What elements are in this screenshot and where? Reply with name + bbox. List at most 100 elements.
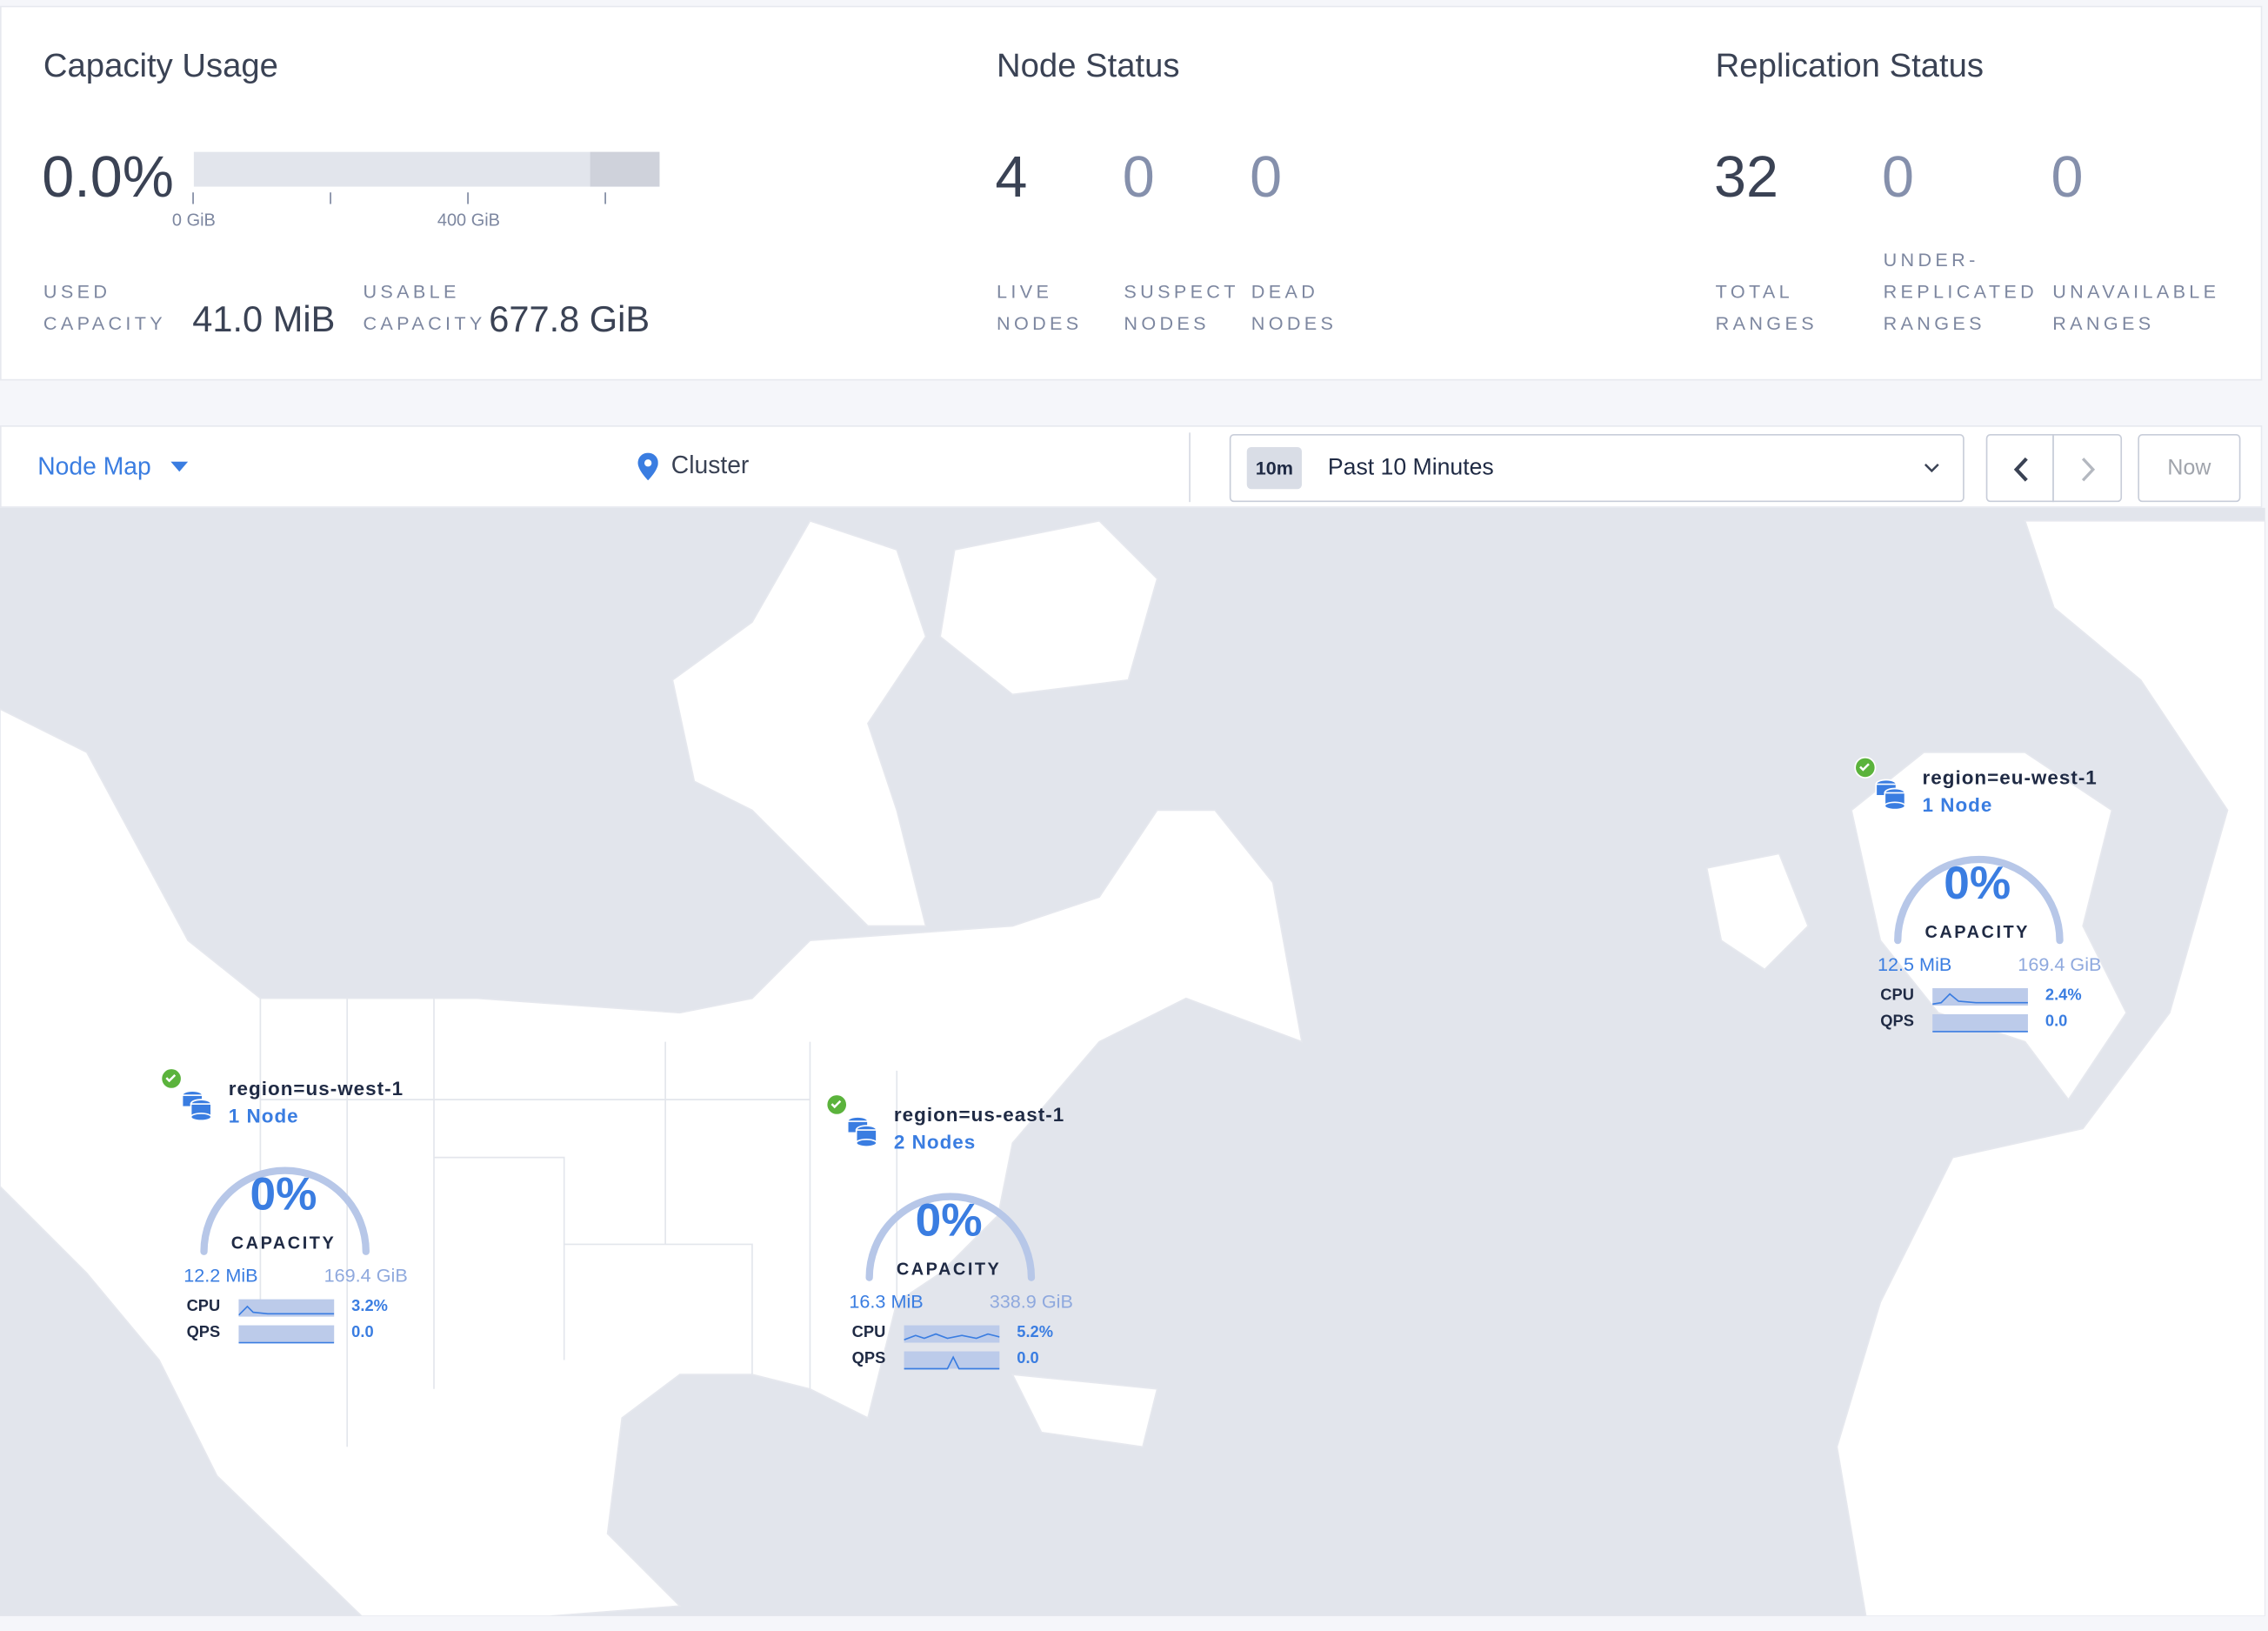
label-line: DEAD — [1251, 280, 1319, 303]
qps-label: QPS — [186, 1323, 221, 1341]
label-line: REPLICATED — [1883, 280, 2038, 303]
breadcrumb[interactable]: Cluster — [637, 451, 749, 480]
used-capacity: 16.3 MiB — [849, 1290, 924, 1313]
now-button[interactable]: Now — [2138, 433, 2241, 503]
bar-tick — [330, 192, 331, 204]
label-line: UNAVAILABLE — [2052, 280, 2220, 303]
label-line: UNDER- — [1883, 249, 1979, 271]
total-capacity: 169.4 GiB — [2018, 953, 2102, 976]
cluster-eu-west-1[interactable]: region=eu-west-1 1 Node 0% CAPACITY 12.5… — [1854, 756, 2125, 1057]
used-capacity: 12.2 MiB — [183, 1264, 258, 1287]
cluster-us-west-1[interactable]: region=us-west-1 1 Node 0% CAPACITY 12.2… — [160, 1067, 430, 1367]
usable-capacity-label: USABLE CAPACITY — [363, 277, 485, 340]
cpu-sparkline — [1932, 988, 2028, 1006]
capacity-title: Capacity Usage — [43, 46, 278, 84]
qps-label: QPS — [851, 1349, 886, 1367]
bar-tick — [192, 192, 194, 204]
bar-tick — [604, 192, 606, 204]
chevron-left-icon — [2013, 457, 2028, 482]
cpu-value: 2.4% — [2045, 986, 2082, 1005]
view-select-dropdown[interactable]: Node Map — [37, 453, 189, 482]
next-button[interactable] — [2052, 433, 2123, 503]
chevron-down-icon — [1924, 464, 1939, 473]
capacity-gauge — [865, 1193, 1036, 1281]
used-capacity: 12.5 MiB — [1877, 953, 1952, 976]
label-line: SUSPECT — [1124, 280, 1239, 303]
under-replicated-label: UNDER- REPLICATED RANGES — [1884, 244, 2038, 340]
capacity-percent: 0% — [915, 1193, 983, 1247]
chevron-right-icon — [2081, 458, 2096, 482]
cpu-sparkline — [237, 1299, 335, 1317]
dead-nodes-label: DEAD NODES — [1251, 277, 1337, 340]
used-capacity-value: 41.0 MiB — [192, 299, 336, 340]
total-capacity: 169.4 GiB — [324, 1264, 408, 1287]
total-ranges-label: TOTAL RANGES — [1716, 277, 1818, 340]
node-map[interactable]: region=us-west-1 1 Node 0% CAPACITY 12.2… — [0, 507, 2265, 1616]
location-pin-icon — [637, 451, 658, 480]
bar-tick-label: 0 GiB — [171, 210, 216, 231]
replication-status-title: Replication Status — [1715, 46, 1984, 84]
map-toolbar: Node Map Cluster 10m Past 10 Minutes Now — [0, 425, 2263, 508]
qps-label: QPS — [1880, 1013, 1914, 1031]
capacity-label: CAPACITY — [230, 1233, 337, 1253]
cpu-label: CPU — [186, 1297, 221, 1315]
time-range-label: Past 10 Minutes — [1327, 455, 1494, 481]
label-line: NODES — [1124, 312, 1210, 335]
label-line: USABLE — [363, 280, 460, 303]
time-badge: 10m — [1246, 446, 1302, 490]
cpu-sparkline — [904, 1325, 1000, 1343]
view-select-label: Node Map — [37, 452, 151, 481]
cluster-name: region=eu-west-1 — [1922, 766, 2098, 789]
qps-value: 0.0 — [2045, 1013, 2068, 1031]
caret-down-icon — [170, 461, 189, 472]
toolbar-divider — [1189, 432, 1191, 503]
label-line: TOTAL — [1715, 280, 1793, 303]
total-capacity: 338.9 GiB — [989, 1290, 1073, 1313]
summary-panel: Capacity Usage 0.0% 0 GiB 400 GiB USED CA… — [0, 5, 2263, 381]
qps-value: 0.0 — [351, 1323, 374, 1341]
capacity-bar — [193, 151, 660, 187]
capacity-gauge — [1894, 855, 2064, 945]
node-status-title: Node Status — [997, 46, 1180, 84]
time-range-select[interactable]: 10m Past 10 Minutes — [1229, 433, 1964, 503]
cpu-label: CPU — [1880, 986, 1914, 1005]
capacity-label: CAPACITY — [896, 1259, 1002, 1280]
label-line: LIVE — [997, 280, 1053, 303]
cluster-node-count[interactable]: 1 Node — [228, 1105, 299, 1127]
used-capacity-label: USED CAPACITY — [43, 277, 166, 340]
cluster-node-count[interactable]: 1 Node — [1922, 794, 1993, 817]
capacity-gauge — [200, 1166, 370, 1255]
cluster-name: region=us-east-1 — [893, 1104, 1065, 1126]
cpu-value: 3.2% — [351, 1297, 388, 1315]
healthy-check-icon — [825, 1093, 848, 1116]
previous-button[interactable] — [1985, 433, 2054, 503]
cpu-value: 5.2% — [1017, 1323, 1054, 1341]
qps-sparkline — [1932, 1013, 2028, 1033]
capacity-percent: 0.0% — [42, 145, 174, 211]
capacity-label: CAPACITY — [1924, 921, 2030, 942]
under-replicated-value: 0 — [1881, 145, 1914, 211]
bar-tick — [467, 192, 469, 204]
database-icon — [181, 1090, 212, 1122]
qps-sparkline — [904, 1351, 1000, 1370]
label-line: RANGES — [2052, 312, 2155, 335]
cluster-name: region=us-west-1 — [228, 1078, 404, 1100]
unavailable-value: 0 — [2051, 145, 2084, 211]
label-line: CAPACITY — [43, 312, 167, 335]
qps-value: 0.0 — [1017, 1349, 1039, 1367]
dead-nodes-value: 0 — [1250, 145, 1283, 211]
usable-capacity-value: 677.8 GiB — [489, 299, 650, 340]
label-line: RANGES — [1883, 312, 1985, 335]
database-icon — [846, 1116, 877, 1147]
capacity-percent: 0% — [250, 1167, 317, 1220]
database-icon — [1875, 779, 1906, 811]
world-map-land — [0, 519, 2265, 1616]
cluster-node-count[interactable]: 2 Nodes — [893, 1131, 977, 1153]
label-line: RANGES — [1715, 312, 1818, 335]
suspect-nodes-value: 0 — [1122, 145, 1155, 211]
capacity-bar-reserved — [590, 151, 660, 187]
total-ranges-value: 32 — [1714, 145, 1779, 211]
cluster-us-east-1[interactable]: region=us-east-1 2 Nodes 0% CAPACITY 16.… — [825, 1093, 1096, 1394]
unavailable-label: UNAVAILABLE RANGES — [2052, 277, 2219, 340]
capacity-percent: 0% — [1944, 856, 2011, 909]
